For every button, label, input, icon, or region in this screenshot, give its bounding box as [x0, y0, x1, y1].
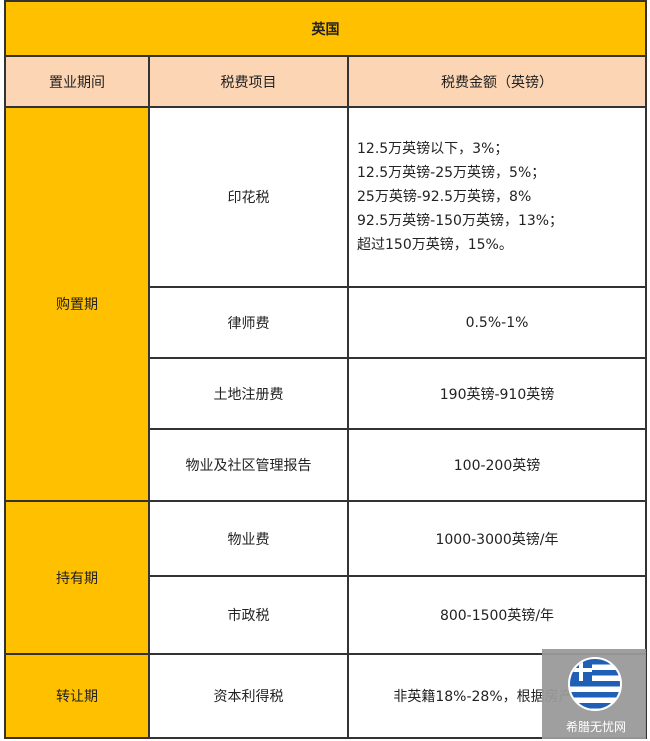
amount-cell: 190英镑-910英镑 — [347, 357, 647, 430]
header-period: 置业期间 — [4, 55, 150, 108]
amount-cell: 0.5%-1% — [347, 286, 647, 359]
amount-line: 92.5万英镑-150万英镑，13%； — [357, 213, 564, 229]
watermark-text: 希腊无忧网 — [565, 720, 626, 734]
item-cell: 印花税 — [148, 106, 349, 288]
header-amount: 税费金额（英镑） — [347, 55, 647, 108]
item-cell: 市政税 — [148, 575, 349, 655]
item-cell: 律师费 — [148, 286, 349, 359]
item-cell: 物业及社区管理报告 — [148, 428, 349, 502]
amount-line: 12.5万英镑以下，3%； — [357, 141, 509, 157]
amount-cell: 1000-3000英镑/年 — [347, 500, 647, 577]
amount-cell: 12.5万英镑以下，3%； 12.5万英镑-25万英镑，5%； 25万英镑-92… — [347, 106, 647, 288]
uk-tax-table: 英国 置业期间 税费项目 税费金额（英镑） 购置期 印花税 12.5万英镑以下，… — [4, 0, 647, 739]
table-row: 律师费 0.5%-1% — [5, 286, 647, 359]
period-purchase: 购置期 — [4, 106, 150, 502]
item-cell: 土地注册费 — [148, 357, 349, 430]
item-cell: 物业费 — [148, 500, 349, 577]
amount-line: 12.5万英镑-25万英镑，5%； — [357, 165, 546, 181]
amount-cell: 800-1500英镑/年 — [347, 575, 647, 655]
amount-line: 超过150万英镑，15%。 — [357, 237, 513, 253]
table-row: 持有期 物业费 1000-3000英镑/年 — [4, 500, 647, 655]
greek-flag-icon — [568, 657, 622, 711]
table-title: 英国 — [4, 0, 647, 57]
amount-line: 25万英镑-92.5万英镑，8% — [357, 189, 532, 205]
table-row: 物业及社区管理报告 100-200英镑 — [5, 428, 647, 502]
item-cell: 资本利得税 — [148, 653, 349, 739]
period-transfer: 转让期 — [4, 653, 150, 739]
period-holding: 持有期 — [4, 500, 150, 655]
amount-cell: 100-200英镑 — [347, 428, 647, 502]
table-row: 购置期 印花税 12.5万英镑以下，3%； 12.5万英镑-25万英镑，5%； … — [4, 106, 647, 502]
table-row: 市政税 800-1500英镑/年 — [5, 575, 647, 655]
table-row: 土地注册费 190英镑-910英镑 — [5, 357, 647, 430]
header-item: 税费项目 — [148, 55, 349, 108]
